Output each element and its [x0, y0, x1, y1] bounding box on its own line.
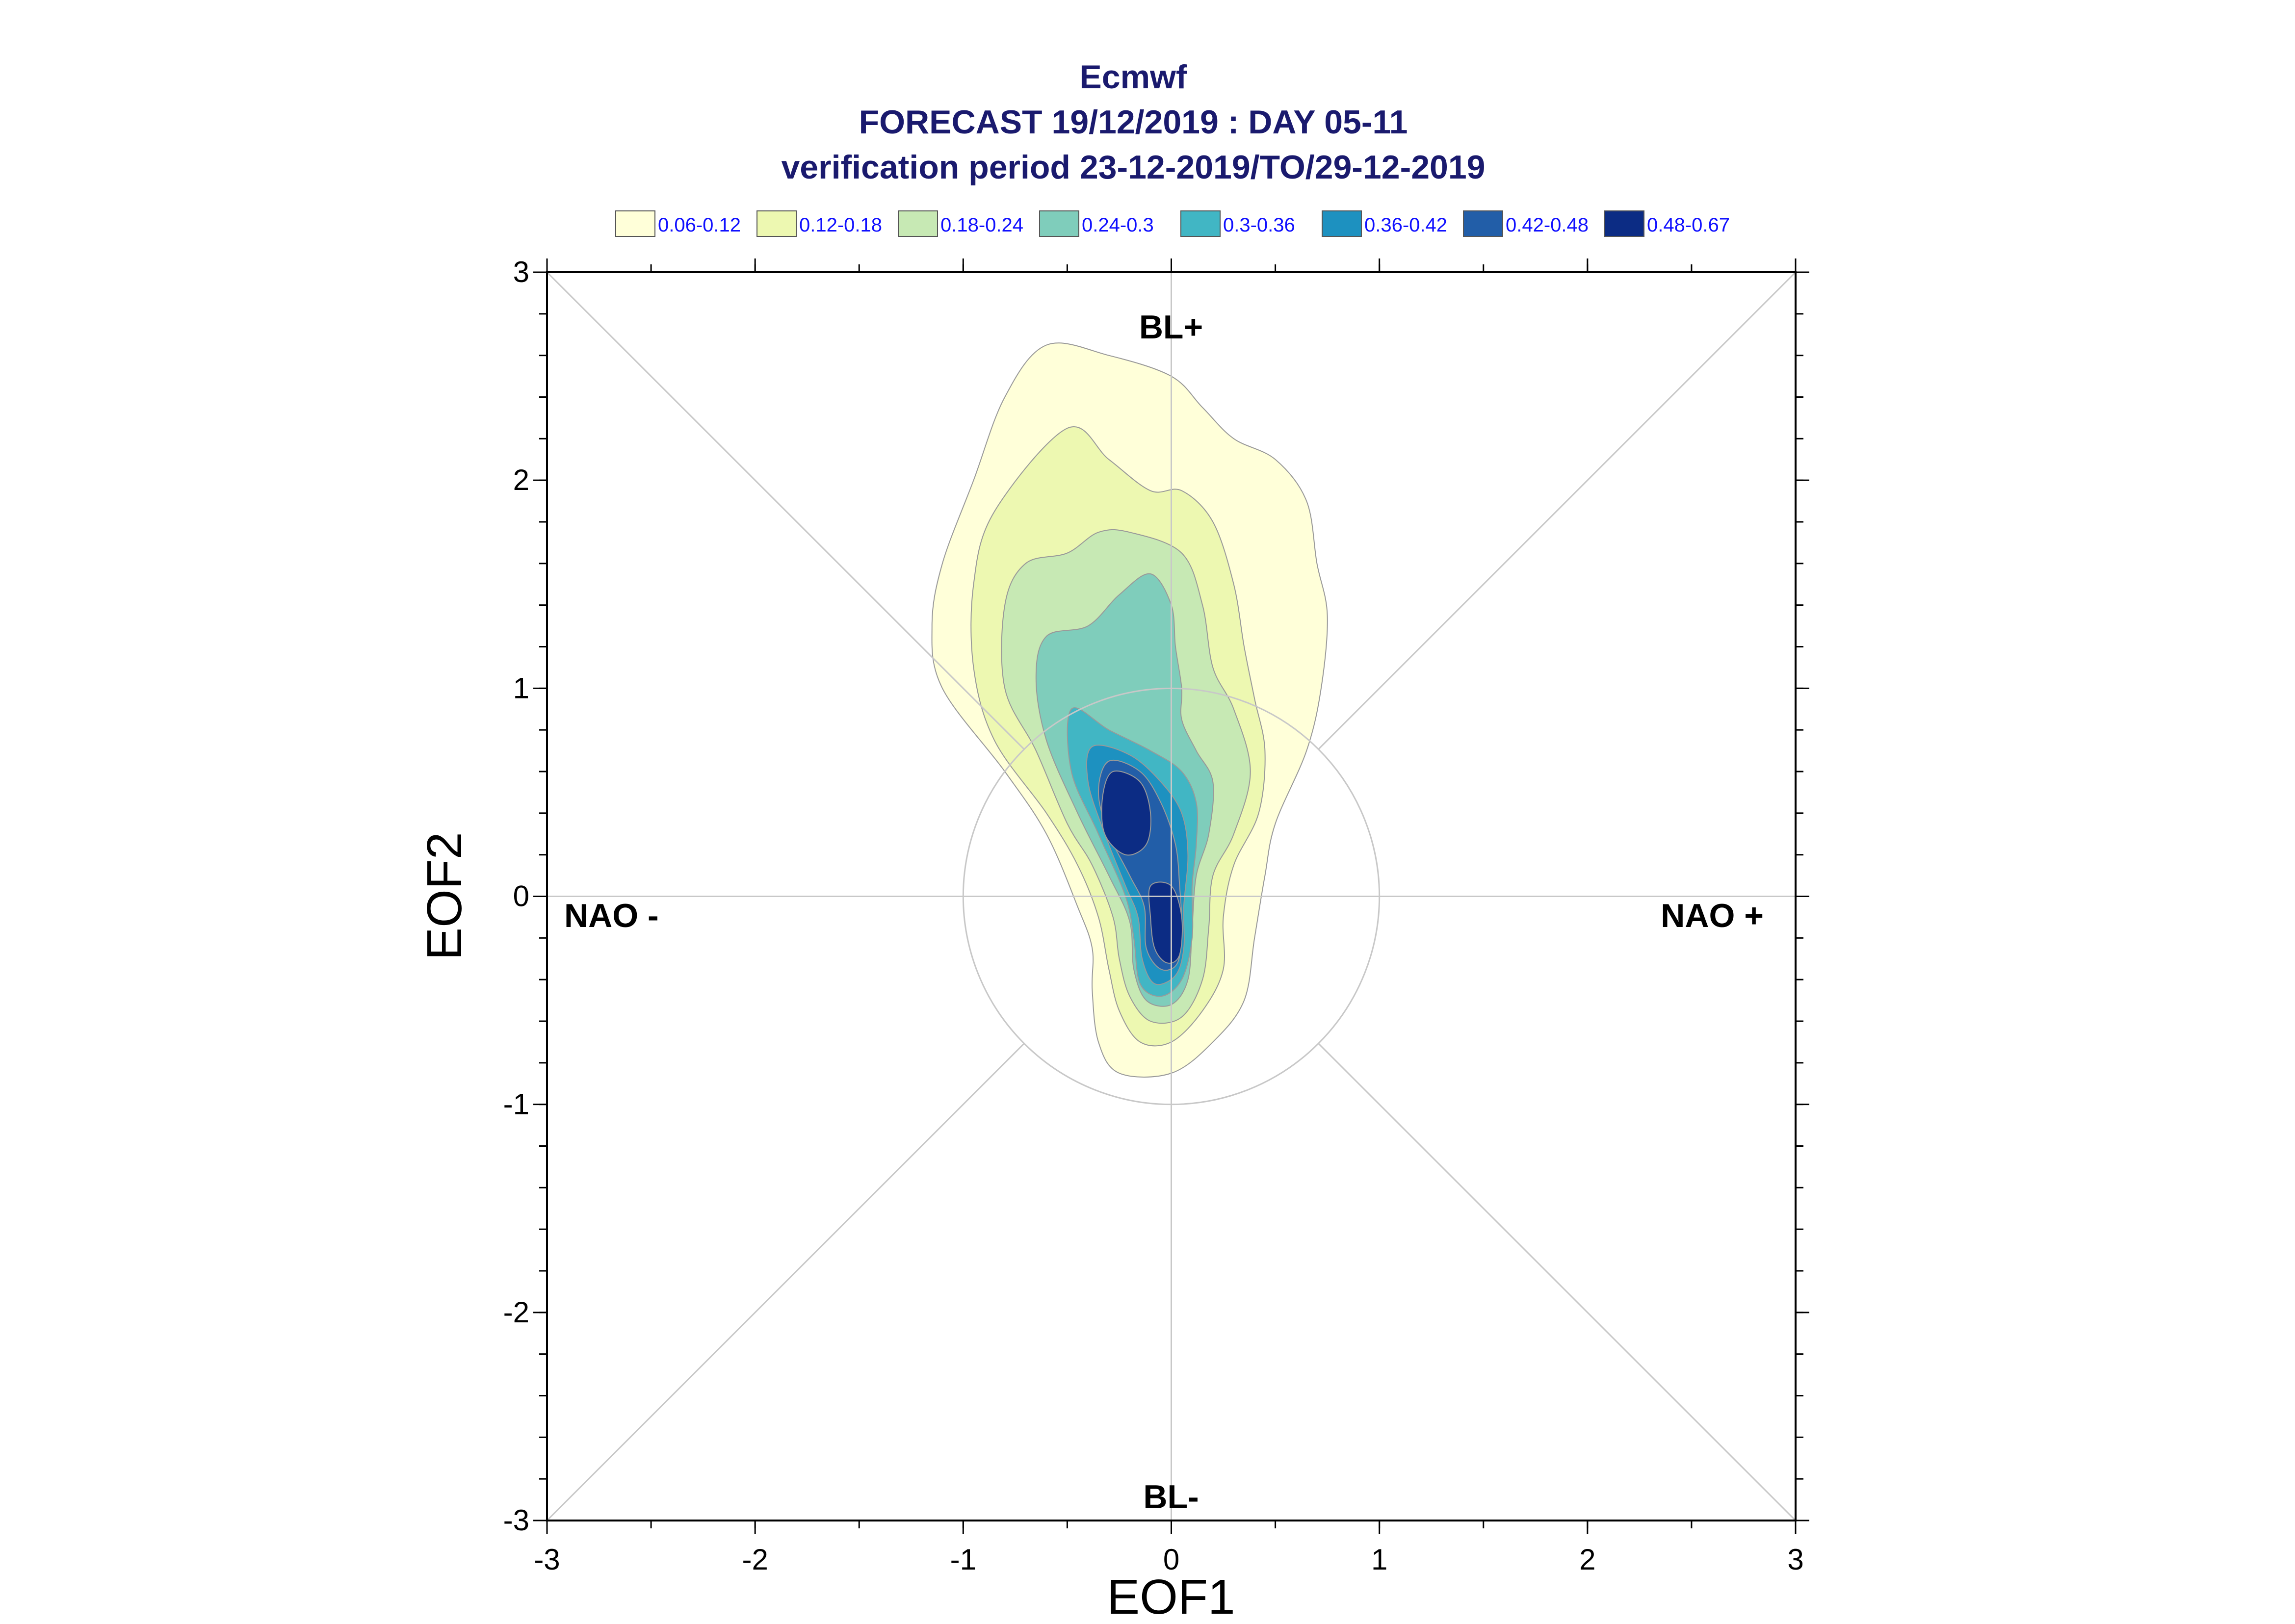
- legend: 0.06-0.12 0.12-0.18 0.18-0.24 0.24-0.3 0.3-0…: [615, 210, 1730, 237]
- y-tick-label-5: 2: [513, 464, 529, 496]
- y-tick-label-3: 0: [513, 880, 529, 913]
- legend-swatch-3: [1039, 210, 1079, 237]
- chart-title: Ecmwf FORECAST 19/12/2019 : DAY 05-11 ve…: [781, 58, 1485, 186]
- legend-swatch-5: [1322, 210, 1362, 237]
- y-tick-label-1: -2: [503, 1296, 529, 1329]
- contour-7: [1101, 770, 1151, 856]
- x-tick-label-5: 2: [1579, 1543, 1595, 1576]
- y-tick-label-2: -1: [503, 1088, 529, 1121]
- x-tick-label-6: 3: [1787, 1543, 1803, 1576]
- legend-swatch-7: [1604, 210, 1644, 237]
- title-line-1: Ecmwf: [1079, 58, 1187, 96]
- legend-swatch-6: [1463, 210, 1503, 237]
- legend-swatch-2: [898, 210, 938, 237]
- region-label-bottom: BL-: [1143, 1478, 1199, 1516]
- x-tick-label-2: -1: [950, 1543, 976, 1576]
- x-tick-label-3: 0: [1163, 1543, 1179, 1576]
- guide-lines: [546, 271, 1797, 1521]
- guide-diagonal-se: [1318, 1043, 1797, 1521]
- y-axis-title: EOF2: [417, 832, 472, 960]
- reference-circle: [962, 687, 1381, 1106]
- legend-label-5: 0.36-0.42: [1364, 214, 1447, 236]
- region-label-left: NAO -: [564, 897, 659, 934]
- legend-label-0: 0.06-0.12: [658, 214, 741, 236]
- y-tick-label-0: -3: [503, 1504, 529, 1537]
- legend-swatch-4: [1180, 210, 1221, 237]
- region-label-top: BL+: [1139, 309, 1203, 346]
- guide-diagonal-sw: [546, 1043, 1025, 1521]
- x-tick-label-0: -3: [534, 1543, 560, 1576]
- guide-diagonal-nw: [546, 271, 1025, 750]
- title-line-2: FORECAST 19/12/2019 : DAY 05-11: [859, 103, 1408, 141]
- contour-8: [1148, 881, 1183, 964]
- x-tick-label-4: 1: [1371, 1543, 1387, 1576]
- title-line-3: verification period 23-12-2019/TO/29-12-…: [781, 149, 1485, 186]
- legend-label-2: 0.18-0.24: [940, 214, 1023, 236]
- legend-label-1: 0.12-0.18: [799, 214, 882, 236]
- guide-diagonal-ne: [1318, 271, 1797, 750]
- x-axis-title: EOF1: [1107, 1570, 1235, 1624]
- x-tick-label-1: -2: [742, 1543, 768, 1576]
- legend-swatch-0: [615, 210, 655, 237]
- legend-swatch-1: [756, 210, 797, 237]
- y-tick-label-6: 3: [513, 256, 529, 288]
- legend-label-7: 0.48-0.67: [1647, 214, 1730, 236]
- legend-label-4: 0.3-0.36: [1223, 214, 1295, 236]
- contour-fills: [931, 342, 1328, 1078]
- region-label-right: NAO +: [1661, 897, 1764, 934]
- legend-label-6: 0.42-0.48: [1506, 214, 1589, 236]
- y-tick-label-4: 1: [513, 671, 529, 704]
- legend-label-3: 0.24-0.3: [1082, 214, 1154, 236]
- axis-ticks: -3 -2 -1 0 1 2 3 -3 -2 -1 0 1 2 3: [503, 256, 1809, 1576]
